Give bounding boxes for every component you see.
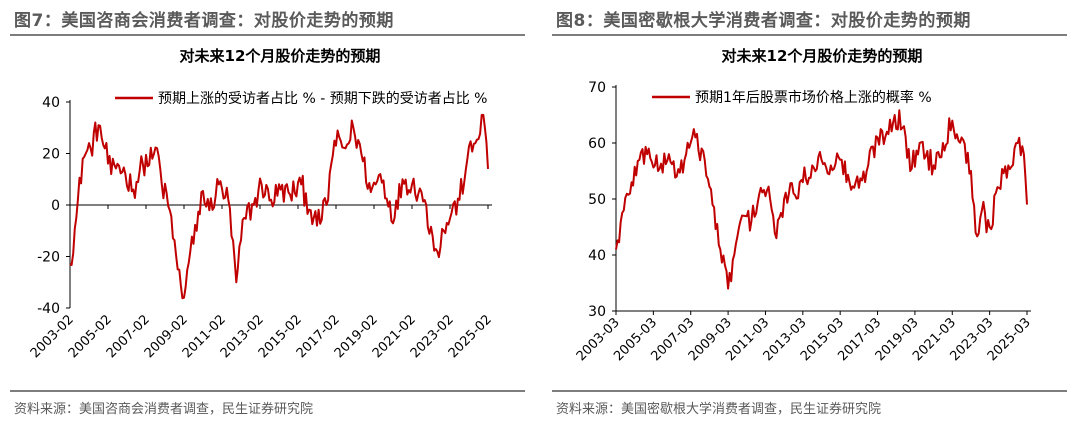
left-source-note: 资料来源：美国咨商会消费者调查，民生证券研究院 [14, 402, 314, 417]
chart-title: 对未来12个月股价走势的预期 [722, 47, 923, 65]
left-chart: 对未来12个月股价走势的预期-40-20020402003-022005-022… [28, 47, 495, 361]
right-bottom-rule [552, 390, 1067, 392]
right-panel: 图8：美国密歇根大学消费者调查：对股价走势的预期 对未来12个月股价走势的预期 3… [552, 0, 1072, 424]
legend-label: 预期上涨的受访者占比 % - 预期下跌的受访者占比 % [158, 91, 487, 107]
series-line [615, 109, 1028, 290]
y-tick-label: 40 [588, 248, 606, 264]
chart-title: 对未来12个月股价走势的预期 [180, 47, 381, 65]
left-top-rule [10, 34, 525, 36]
y-tick-label: 0 [51, 198, 60, 214]
y-tick-label: 70 [588, 80, 606, 96]
y-tick-label: 50 [588, 192, 606, 208]
right-source-note: 资料来源：美国密歇根大学消费者调查，民生证券研究院 [556, 402, 882, 417]
y-tick-label: -20 [37, 250, 60, 266]
y-tick-label: 40 [42, 95, 60, 111]
y-tick-label: -40 [37, 301, 60, 317]
right-figure-title: 图8：美国密歇根大学消费者调查：对股价走势的预期 [556, 11, 971, 31]
series-line [69, 113, 489, 300]
legend-label: 预期1年后股票市场价格上涨的概率 % [695, 89, 932, 106]
y-tick-label: 30 [588, 304, 606, 320]
left-figure-title: 图7：美国咨商会消费者调查：对股价走势的预期 [14, 11, 394, 31]
right-top-rule [552, 34, 1067, 36]
left-panel: 图7：美国咨商会消费者调查：对股价走势的预期 对未来12个月股价走势的预期 -40… [10, 0, 530, 424]
y-tick-label: 60 [588, 136, 606, 152]
right-chart: 对未来12个月股价走势的预期30405060702003-032005-0320… [574, 47, 1034, 364]
y-tick-label: 20 [42, 147, 60, 163]
left-bottom-rule [10, 390, 525, 392]
